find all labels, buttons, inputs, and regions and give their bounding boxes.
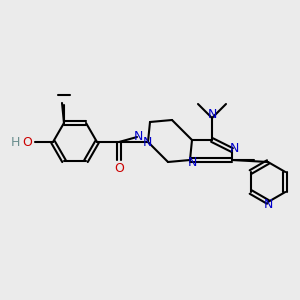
Text: N: N [207,109,217,122]
Text: H: H [10,136,20,148]
Text: N: N [187,155,197,169]
Text: N: N [263,197,273,211]
Text: N: N [229,142,239,154]
Text: O: O [114,161,124,175]
Text: O: O [22,136,32,148]
Text: N: N [133,130,143,143]
Text: N: N [142,136,152,149]
